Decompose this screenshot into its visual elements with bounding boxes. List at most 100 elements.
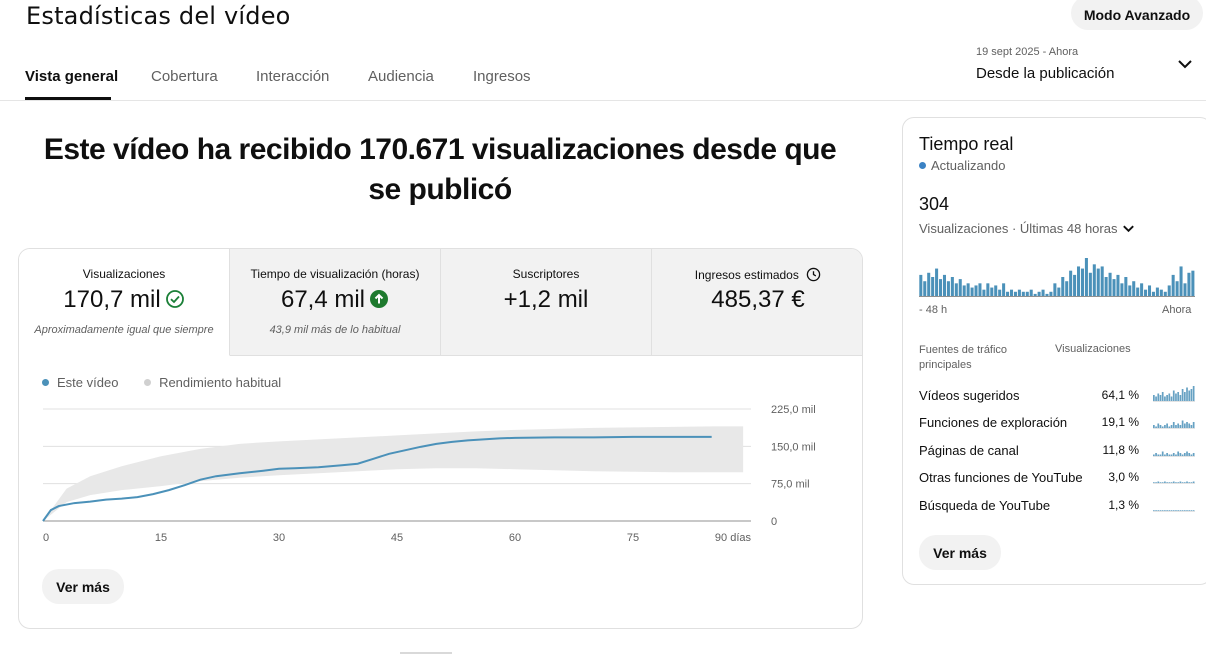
spark-bar bbox=[1164, 425, 1166, 428]
spark-bar bbox=[1181, 510, 1184, 511]
realtime-bar bbox=[1017, 289, 1021, 296]
spark-bar bbox=[1157, 423, 1160, 428]
metric-value: 67,4 mil bbox=[280, 286, 366, 313]
headline: Este vídeo ha recibido 170.671 visualiza… bbox=[43, 133, 837, 206]
realtime-bar bbox=[935, 268, 939, 296]
realtime-bar bbox=[1049, 291, 1053, 296]
realtime-bar bbox=[1116, 274, 1120, 296]
legend-dot bbox=[144, 379, 152, 386]
spark-bar bbox=[1186, 422, 1188, 428]
spark-bar bbox=[1159, 510, 1162, 511]
realtime-bar bbox=[1140, 283, 1144, 296]
date-range-selector[interactable]: 19 sept 2025 - Ahora Desde la publicació… bbox=[976, 45, 1200, 89]
realtime-bar bbox=[1013, 291, 1017, 296]
x-tick-label: 15 bbox=[155, 532, 167, 544]
traffic-source-name: Búsqueda de YouTube bbox=[919, 498, 1051, 513]
realtime-bar bbox=[1108, 272, 1112, 296]
spark-bar bbox=[1168, 482, 1171, 483]
advanced-mode-button[interactable]: Modo Avanzado bbox=[1071, 0, 1203, 30]
spark-bar bbox=[1190, 454, 1193, 456]
scroll-indicator bbox=[400, 652, 452, 654]
legend-label: Rendimiento habitual bbox=[159, 375, 282, 390]
metric-sub: 43,9 mil más de lo habitual bbox=[269, 324, 401, 336]
realtime-bar bbox=[1084, 258, 1088, 296]
traffic-source-row: Búsqueda de YouTube 1,3 % bbox=[919, 496, 1206, 516]
metric-value-wrap: 170,7 mil bbox=[19, 286, 229, 314]
metric-subscribers[interactable]: Suscriptores +1,2 mil bbox=[441, 249, 652, 356]
realtime-title: Tiempo real bbox=[919, 134, 1014, 154]
realtime-bar bbox=[1100, 266, 1104, 296]
overview-card: Visualizaciones 170,7 mil Aproximadament… bbox=[18, 248, 863, 629]
spark-bar bbox=[1179, 481, 1182, 483]
spark-bar bbox=[1177, 423, 1180, 428]
realtime-status: Actualizando bbox=[919, 158, 1005, 173]
spark-bar bbox=[1177, 510, 1180, 511]
realtime-bar bbox=[1053, 283, 1057, 296]
tab-bar: Vista general Cobertura Interacción Audi… bbox=[0, 60, 1206, 101]
metric-value: 170,7 mil bbox=[63, 286, 161, 313]
spark-bar bbox=[1188, 423, 1191, 428]
spark-bar bbox=[1192, 510, 1195, 511]
traffic-source-pct: 3,0 % bbox=[1108, 470, 1139, 484]
realtime-count: 304 bbox=[919, 194, 950, 214]
spark-bar bbox=[1181, 389, 1184, 401]
realtime-bar-chart bbox=[919, 258, 1195, 297]
metric-label: Tiempo de visualización (horas) bbox=[250, 267, 420, 281]
realtime-bar bbox=[1069, 270, 1073, 296]
x-tick-label: 0 bbox=[43, 532, 49, 544]
realtime-bar bbox=[1187, 272, 1191, 296]
see-more-button[interactable]: Ver más bbox=[42, 569, 124, 604]
realtime-bar bbox=[994, 285, 998, 296]
spark-bar bbox=[1170, 454, 1173, 456]
spark-bar bbox=[1164, 481, 1166, 483]
metric-watch-time[interactable]: Tiempo de visualización (horas) 67,4 mil… bbox=[230, 249, 441, 356]
spark-bar bbox=[1164, 396, 1166, 401]
traffic-source-pct: 11,8 % bbox=[1102, 443, 1139, 457]
realtime-bar bbox=[919, 274, 923, 296]
spark-bar bbox=[1179, 395, 1182, 401]
tab-reach[interactable]: Cobertura bbox=[151, 68, 218, 85]
spark-bar bbox=[1168, 393, 1171, 401]
spark-bar bbox=[1183, 392, 1186, 401]
traffic-source-pct: 19,1 % bbox=[1101, 415, 1139, 429]
spark-bar bbox=[1190, 389, 1193, 401]
spark-bar bbox=[1181, 454, 1184, 456]
realtime-bar bbox=[998, 289, 1002, 296]
metric-value-wrap: 67,4 mil bbox=[230, 286, 440, 314]
spark-bar bbox=[1153, 482, 1155, 483]
spark-bar bbox=[1157, 481, 1160, 483]
realtime-bar bbox=[950, 277, 954, 296]
chevron-down-icon bbox=[1178, 60, 1192, 69]
tab-engagement[interactable]: Interacción bbox=[256, 68, 330, 85]
spark-bar bbox=[1161, 451, 1164, 456]
realtime-period-selector[interactable]: Visualizaciones · Últimas 48 horas bbox=[919, 221, 1136, 236]
metric-revenue[interactable]: Ingresos estimados 485,37 € bbox=[652, 249, 862, 356]
traffic-source-pct: 64,1 % bbox=[1101, 388, 1139, 402]
realtime-bar bbox=[1167, 285, 1171, 296]
realtime-bar bbox=[1025, 291, 1029, 296]
spark-bar bbox=[1172, 422, 1175, 428]
realtime-bar bbox=[923, 281, 927, 296]
realtime-bar bbox=[1077, 266, 1081, 296]
realtime-bar bbox=[1124, 277, 1128, 296]
tab-revenue[interactable]: Ingresos bbox=[473, 68, 531, 85]
tab-overview[interactable]: Vista general bbox=[25, 68, 119, 85]
metric-views[interactable]: Visualizaciones 170,7 mil Aproximadament… bbox=[19, 249, 230, 356]
realtime-bar bbox=[1065, 281, 1069, 296]
spark-bar bbox=[1153, 425, 1155, 428]
spark-bar bbox=[1183, 510, 1186, 511]
spark-bar bbox=[1183, 453, 1186, 456]
arrow-up-circle-icon bbox=[370, 290, 389, 308]
realtime-bar bbox=[958, 279, 962, 296]
tab-audience[interactable]: Audiencia bbox=[368, 68, 434, 85]
live-dot-icon bbox=[919, 162, 926, 169]
spark-bar bbox=[1166, 482, 1168, 483]
spark-bar bbox=[1166, 453, 1168, 456]
spark-bar bbox=[1157, 454, 1160, 456]
realtime-bar bbox=[1179, 266, 1183, 296]
realtime-see-more-button[interactable]: Ver más bbox=[919, 535, 1001, 570]
realtime-bar bbox=[1006, 291, 1010, 296]
spark-bar bbox=[1181, 420, 1184, 428]
spark-bar bbox=[1170, 482, 1173, 483]
spark-bar bbox=[1170, 396, 1173, 401]
